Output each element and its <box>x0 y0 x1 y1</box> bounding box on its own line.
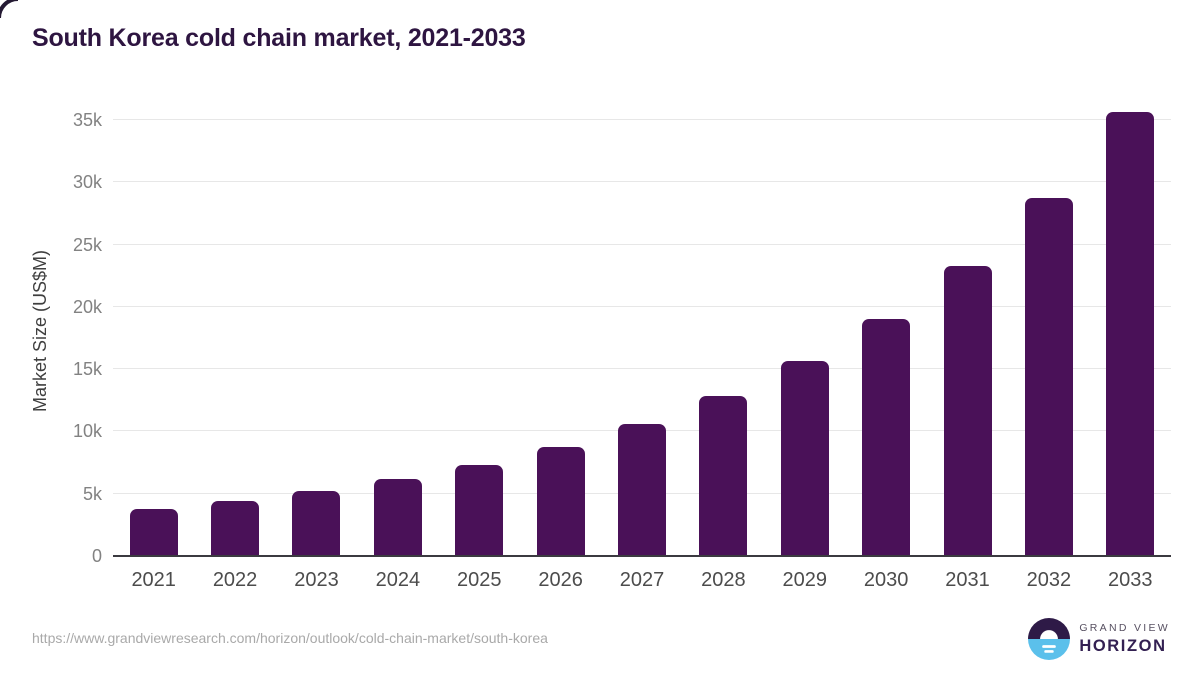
logo-text: GRAND VIEW HORIZON <box>1079 622 1170 656</box>
y-tick-label-30k: 30k <box>72 172 102 193</box>
bar-2026[interactable] <box>536 447 585 556</box>
x-tick-label-2024: 2024 <box>375 569 421 591</box>
x-tick-label-2030: 2030 <box>863 569 909 591</box>
x-tick-label-2021: 2021 <box>131 569 176 591</box>
x-tick-label-2031: 2031 <box>945 569 990 591</box>
y-tick-label-15k: 15k <box>72 359 102 380</box>
x-tick-label-2032: 2032 <box>1026 569 1072 591</box>
logo-brand-line2: HORIZON <box>1079 637 1167 655</box>
x-tick-label-2033: 2033 <box>1108 569 1153 591</box>
bar-2025[interactable] <box>455 465 504 556</box>
y-tick-label-0: 0 <box>91 546 102 566</box>
bar-2032[interactable] <box>1024 198 1073 556</box>
source-url: https://www.grandviewresearch.com/horizo… <box>32 630 548 646</box>
chart-title: South Korea cold chain market, 2021-2033 <box>32 24 526 52</box>
bar-2021[interactable] <box>129 508 178 556</box>
x-tick-label-2022: 2022 <box>212 569 258 591</box>
y-tick-label-10k: 10k <box>72 421 102 442</box>
y-tick-label-35k: 35k <box>72 109 102 130</box>
y-tick-label-5k: 5k <box>82 483 102 504</box>
x-tick-label-2023: 2023 <box>294 569 339 591</box>
x-tick-label-2028: 2028 <box>701 569 746 591</box>
y-tick-label-20k: 20k <box>72 296 102 317</box>
gridline-15k <box>113 368 1171 370</box>
horizon-logo-icon <box>1028 618 1071 660</box>
grand-view-horizon-logo: GRAND VIEW HORIZON <box>1028 618 1170 660</box>
x-tick-label-2029: 2029 <box>782 569 828 591</box>
x-tick-label-2026: 2026 <box>538 569 583 591</box>
plot-area: 2021 2022 2023 2024 2025 2026 2027 2028 2029 2030… <box>113 105 1171 591</box>
bar-2028[interactable] <box>699 396 748 556</box>
bar-2033[interactable] <box>1106 111 1155 556</box>
x-axis-tick-labels: 2021 2022 2023 2024 2025 2026 2027 2028 2029 2030… <box>113 569 1171 595</box>
window-corner-artifact <box>0 0 18 18</box>
bar-2023[interactable] <box>292 491 341 556</box>
logo-brand-line1: GRAND VIEW <box>1079 622 1170 634</box>
bar-2022[interactable] <box>211 500 260 556</box>
gridline-35k <box>113 118 1171 120</box>
gridline-30k <box>113 181 1171 183</box>
bar-2030[interactable] <box>862 319 911 556</box>
x-tick-label-2025: 2025 <box>456 569 502 591</box>
x-axis-line <box>113 555 1171 557</box>
bar-2031[interactable] <box>943 266 992 556</box>
bar-2029[interactable] <box>780 361 829 556</box>
y-axis-tick-labels: 0 5k 10k 15k 20k 25k 30k 35k <box>0 105 102 566</box>
bar-2024[interactable] <box>373 479 422 556</box>
bar-2027[interactable] <box>618 424 666 556</box>
gridline-25k <box>113 243 1171 245</box>
x-tick-label-2027: 2027 <box>619 569 665 591</box>
y-tick-label-25k: 25k <box>72 234 102 255</box>
gridline-20k <box>113 305 1171 307</box>
